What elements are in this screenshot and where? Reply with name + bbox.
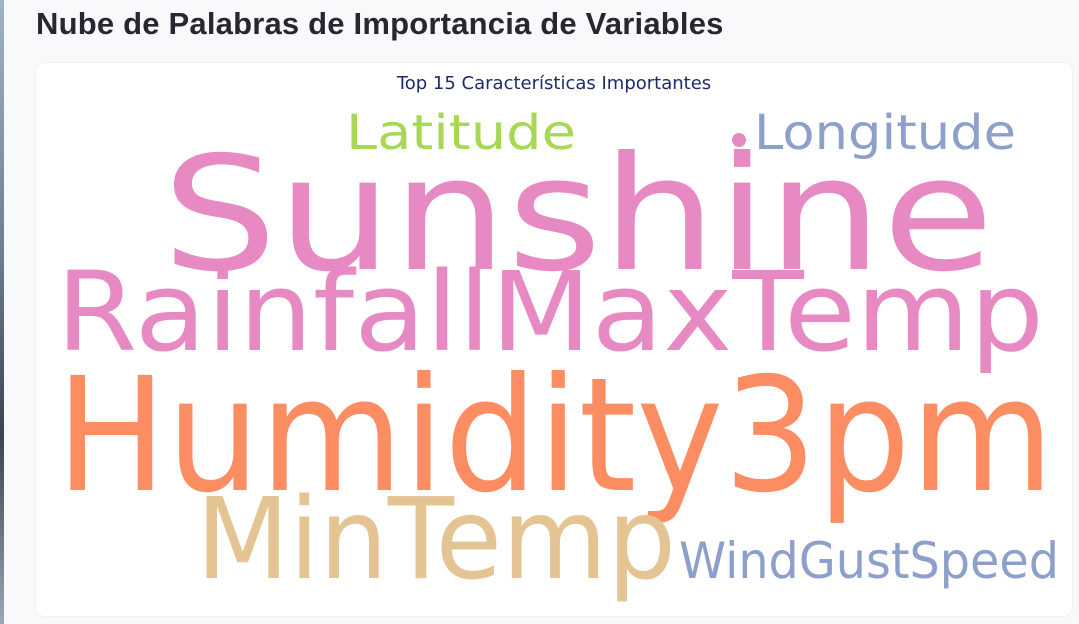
word-latitude: Latitude <box>346 105 576 161</box>
section-title: Nube de Palabras de Importancia de Varia… <box>36 6 724 41</box>
word-mintemp: MinTemp <box>196 475 676 605</box>
wordcloud-card: Top 15 Características Importantes Sunsh… <box>36 63 1072 616</box>
wordcloud: Sunshine RainfallMaxTemp Humidity3pm Min… <box>56 105 1059 605</box>
word-windgustspeed: WindGustSpeed <box>679 532 1059 590</box>
chart-title: Top 15 Características Importantes <box>396 73 712 94</box>
word-rainfallmaxtemp: RainfallMaxTemp <box>56 248 1044 376</box>
word-humidity3pm: Humidity3pm <box>56 344 1054 528</box>
word-dot <box>732 133 746 147</box>
word-longitude: Longitude <box>754 105 1016 161</box>
word-sunshine: Sunshine <box>162 123 994 307</box>
window-edge <box>0 0 4 624</box>
